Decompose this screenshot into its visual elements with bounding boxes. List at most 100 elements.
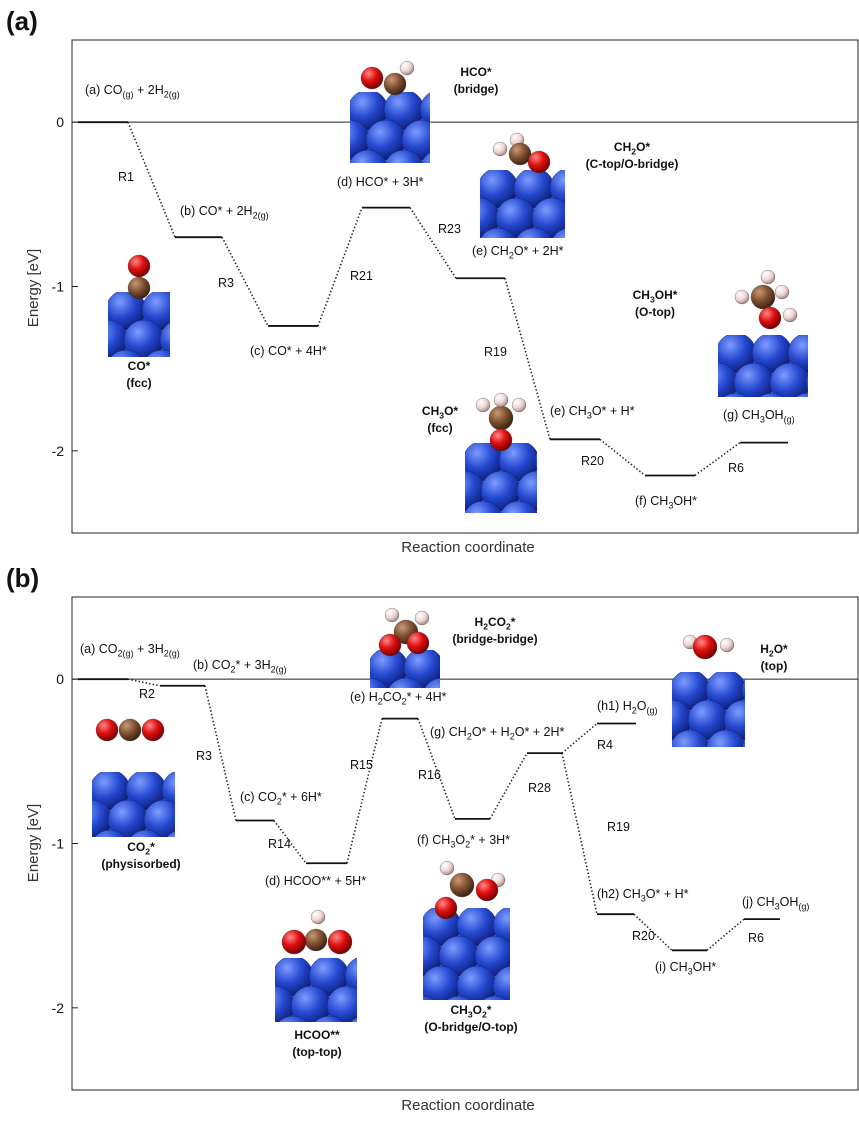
structure-site: (fcc)	[427, 421, 452, 435]
adsorbate-atom	[128, 255, 150, 277]
adsorbate-atom	[476, 879, 498, 901]
cu-atom	[232, 380, 272, 420]
reaction-label: R14	[268, 837, 291, 851]
cu-atom	[198, 830, 238, 870]
cu-atom	[345, 1016, 385, 1056]
adsorbate-atom	[693, 635, 717, 659]
structure-site: (C-top/O-bridge)	[586, 157, 679, 171]
cu-atom	[332, 708, 372, 748]
cu-atom	[332, 648, 372, 688]
reaction-label: R6	[728, 461, 744, 475]
cu-atom	[806, 363, 846, 403]
cu-atom	[196, 380, 236, 420]
cu-atom	[796, 760, 836, 800]
structure-site: (O-bridge/O-top)	[424, 1020, 517, 1034]
cu-atom	[571, 501, 611, 541]
surface-slab	[237, 956, 439, 1086]
level-label-part: (g)	[123, 90, 134, 100]
level-label: (e) CH3O* + H*	[550, 404, 635, 421]
cu-atom	[742, 730, 782, 770]
cu-atom	[440, 648, 480, 688]
structure-name-part: O*	[774, 642, 788, 656]
cu-atom	[438, 120, 478, 160]
cu-atom	[778, 730, 818, 770]
level-label-part: (d) HCOO** + 5H*	[265, 874, 366, 888]
adsorbate-atom	[142, 719, 164, 741]
reaction-label: R3	[218, 276, 234, 290]
level-label: (b) CO2* + 3H2(g)	[193, 658, 287, 675]
cu-atom	[368, 708, 408, 748]
level-label-part: OH*	[693, 960, 717, 974]
level-label-part: (f) CH	[417, 833, 450, 847]
cu-atom	[494, 678, 534, 718]
adsorbate-atom	[512, 398, 526, 412]
cu-atom	[842, 423, 859, 463]
level-label-part: (a) CO	[80, 642, 118, 656]
surface-slab	[70, 290, 272, 420]
level-label: (a) CO(g) + 2H2(g)	[85, 83, 180, 100]
adsorbate-atom	[735, 290, 749, 304]
adsorbate-atom	[407, 632, 429, 654]
structure-name-part: CH	[633, 288, 650, 302]
cu-atom	[438, 180, 478, 220]
adsorbate-atom	[385, 608, 399, 622]
connector	[600, 439, 645, 475]
cu-atom	[427, 441, 467, 481]
y-tick-label: 0	[56, 114, 64, 130]
level-label-part: OH	[780, 895, 799, 909]
cu-atom	[196, 320, 236, 360]
adsorbate-atom	[384, 73, 406, 95]
structure-name-part: CH	[422, 404, 439, 418]
reaction-label: R23	[438, 222, 461, 236]
level-label-part: 2(g)	[271, 665, 287, 675]
cu-atom	[381, 956, 421, 996]
cu-atom	[237, 956, 277, 996]
y-axis-label: Energy [eV]	[25, 249, 42, 327]
structure-site: (bridge)	[454, 82, 499, 96]
level-label-part: * + 3H*	[470, 833, 510, 847]
level-label-part: (d) HCO* + 3H*	[337, 175, 424, 189]
reaction-label: R19	[607, 820, 630, 834]
cu-atom	[198, 770, 238, 810]
structure-name-part: O*	[444, 404, 458, 418]
cu-atom	[706, 730, 746, 770]
cu-atom	[724, 760, 764, 800]
connector	[318, 208, 362, 326]
adsorbate-atom	[720, 638, 734, 652]
structure-site: (top-top)	[292, 1045, 341, 1059]
reaction-label: R20	[581, 454, 604, 468]
cu-atom	[634, 730, 674, 770]
level-label-part: (i) CH	[655, 960, 688, 974]
structure-name: HCO*	[460, 65, 492, 79]
cu-atom	[824, 333, 859, 373]
cu-atom	[778, 670, 818, 710]
cu-atom	[842, 363, 859, 403]
structure-name-part: O	[473, 1003, 482, 1017]
cu-atom	[532, 258, 572, 298]
cu-atom	[680, 333, 720, 373]
level-label-part: O	[637, 699, 647, 713]
cu-atom	[535, 501, 575, 541]
structure-site: (bridge-bridge)	[452, 632, 537, 646]
cu-atom	[529, 966, 569, 1006]
cu-atom	[214, 290, 254, 330]
adsorbate-atom	[476, 398, 490, 412]
surface-slab	[634, 670, 836, 800]
connector	[562, 753, 597, 914]
adsorbate-atom	[119, 719, 141, 741]
x-axis-label: Reaction coordinate	[401, 539, 534, 556]
cu-atom	[547, 936, 587, 976]
cu-atom	[553, 471, 593, 511]
structure-name-part: O*	[636, 140, 650, 154]
adsorbate-atom	[415, 611, 429, 625]
level-label-part: * + 3H	[236, 658, 271, 672]
cu-atom	[214, 350, 254, 390]
cu-atom	[363, 1046, 403, 1086]
cu-atom	[589, 471, 629, 511]
cu-atom	[796, 700, 836, 740]
connector	[562, 724, 597, 754]
cu-atom	[547, 996, 587, 1036]
cu-atom	[586, 228, 626, 268]
level-label: (i) CH3OH*	[655, 960, 716, 977]
level-label-part: (g) CH	[430, 725, 467, 739]
